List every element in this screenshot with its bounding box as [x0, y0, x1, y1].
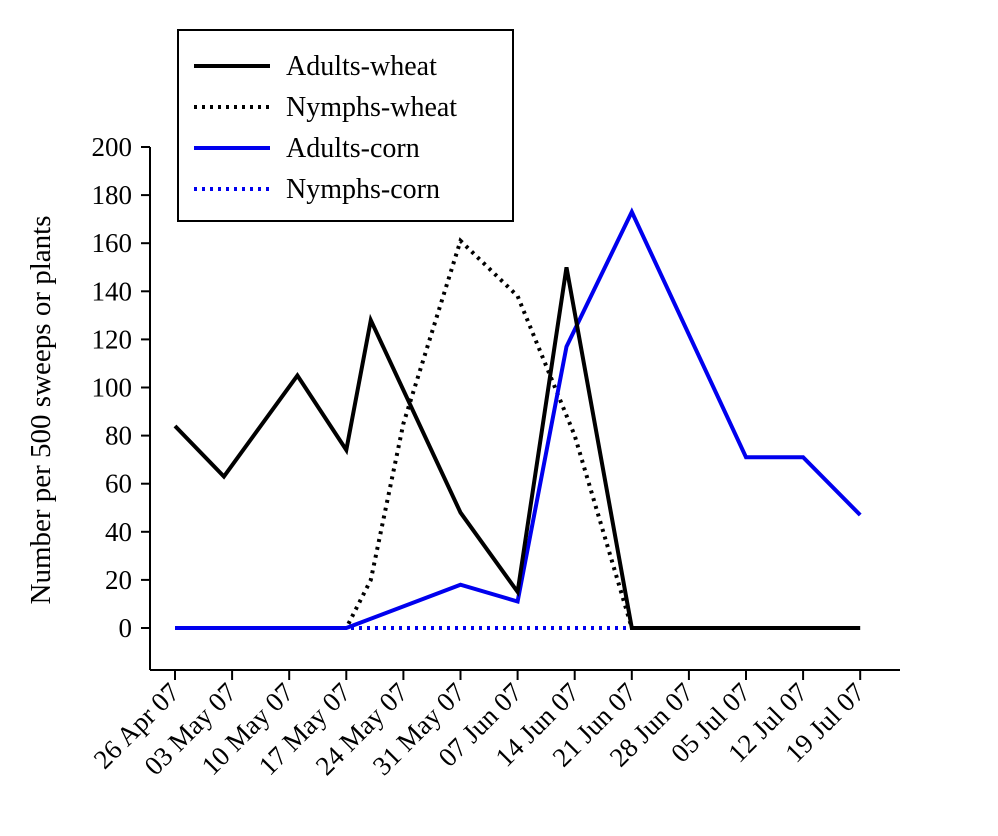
y-tick-label: 160 [92, 228, 133, 258]
legend-label: Nymphs-corn [286, 174, 440, 205]
series-adults-wheat [173, 266, 861, 630]
y-tick-label: 40 [105, 517, 132, 547]
series-adults-corn [175, 207, 862, 630]
y-tick-labels: 0 20 40 60 80 100 120 140 160 180 200 [92, 132, 133, 643]
y-tick-label: 100 [92, 373, 133, 403]
y-tick-label: 120 [92, 324, 133, 354]
legend: Adults-wheat Nymphs-wheat Adults-corn Nymph… [177, 29, 514, 222]
y-tick-label: 180 [92, 180, 133, 210]
y-tick-label: 140 [92, 276, 133, 306]
legend-label: Nymphs-wheat [286, 92, 457, 123]
legend-box [177, 29, 514, 222]
legend-label: Adults-corn [286, 133, 420, 164]
axes [141, 146, 900, 680]
y-tick-label: 80 [105, 421, 132, 451]
series-nymphs-wheat [175, 237, 861, 630]
series-layer [173, 207, 862, 630]
y-tick-label: 0 [119, 613, 133, 643]
y-tick-label: 20 [105, 565, 132, 595]
y-tick-label: 60 [105, 469, 132, 499]
y-axis-label: Number per 500 sweeps or plants [25, 216, 57, 605]
legend-label: Adults-wheat [286, 51, 437, 82]
y-tick-label: 200 [92, 132, 133, 162]
